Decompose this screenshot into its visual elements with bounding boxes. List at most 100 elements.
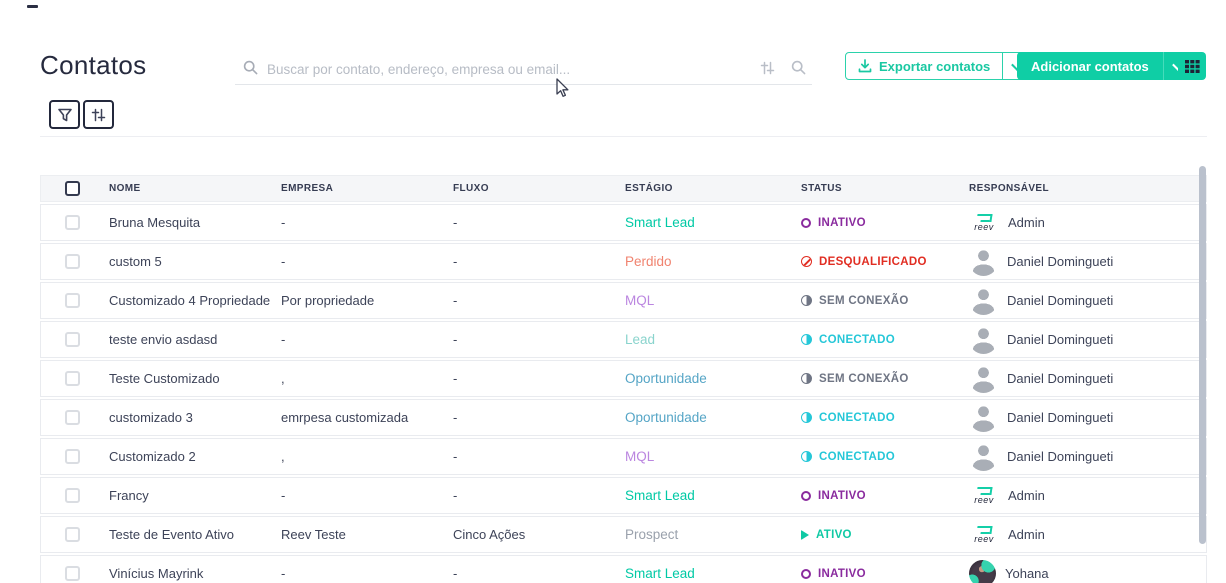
status-icon xyxy=(801,373,812,384)
status-icon xyxy=(801,568,811,579)
menu-dash xyxy=(27,5,38,8)
contact-name: Teste Customizado xyxy=(109,371,220,386)
owner-avatar xyxy=(969,208,999,238)
search-submit-icon[interactable] xyxy=(791,60,806,75)
contact-company: , xyxy=(281,449,285,464)
contact-status: DESQUALIFICADO xyxy=(801,244,927,279)
row-checkbox[interactable] xyxy=(65,527,80,542)
status-icon xyxy=(801,217,811,228)
contact-owner: Daniel Domingueti xyxy=(969,439,1113,474)
row-checkbox[interactable] xyxy=(65,449,80,464)
column-header-fluxo: FLUXO xyxy=(453,183,489,194)
table-row[interactable]: Customizado 2 , - MQL CONECTADO Daniel D… xyxy=(40,438,1207,475)
status-icon xyxy=(801,451,812,462)
contact-flow: Cinco Ações xyxy=(453,527,526,542)
export-contacts-button[interactable]: Exportar contatos xyxy=(846,53,1002,79)
row-checkbox[interactable] xyxy=(65,566,80,581)
row-checkbox[interactable] xyxy=(65,254,80,269)
table-row[interactable]: Vinícius Mayrink - - Smart Lead INATIVO … xyxy=(40,555,1207,583)
add-contacts-label: Adicionar contatos xyxy=(1031,58,1149,74)
filter-button[interactable] xyxy=(49,100,80,129)
table-row[interactable]: custom 5 - - Perdido DESQUALIFICADO Dani… xyxy=(40,243,1207,280)
add-contacts-split-button: Adicionar contatos xyxy=(1017,52,1193,80)
contact-stage: Oportunidade xyxy=(625,410,707,425)
divider xyxy=(40,136,1207,137)
contact-owner: Admin xyxy=(969,517,1045,552)
add-dropdown-toggle[interactable] xyxy=(1162,52,1193,80)
owner-avatar xyxy=(969,247,998,276)
status-label: INATIVO xyxy=(818,567,866,580)
contact-company: - xyxy=(281,215,286,230)
export-contacts-split-button: Exportar contatos xyxy=(845,52,1034,80)
contact-status: CONECTADO xyxy=(801,400,895,435)
status-label: INATIVO xyxy=(818,489,866,502)
status-label: CONECTADO xyxy=(819,411,895,424)
table-row[interactable]: Teste Customizado , - Oportunidade SEM C… xyxy=(40,360,1207,397)
contact-stage: Smart Lead xyxy=(625,215,695,230)
table-row[interactable]: teste envio asdasd - - Lead CONECTADO Da… xyxy=(40,321,1207,358)
status-label: CONECTADO xyxy=(819,333,895,346)
contact-company: Por propriedade xyxy=(281,293,375,308)
contact-flow: - xyxy=(453,371,458,386)
sliders-icon xyxy=(91,108,106,121)
settings-filter-button[interactable] xyxy=(83,100,114,129)
owner-name: Daniel Domingueti xyxy=(1007,332,1114,347)
contact-stage: Lead xyxy=(625,332,656,347)
search-bar[interactable] xyxy=(235,52,812,85)
contact-status: INATIVO xyxy=(801,556,866,583)
contact-stage: MQL xyxy=(625,293,655,308)
row-checkbox[interactable] xyxy=(65,215,80,230)
table-row[interactable]: Francy - - Smart Lead INATIVO Admin xyxy=(40,477,1207,514)
search-input[interactable] xyxy=(265,56,699,82)
contact-name: customizado 3 xyxy=(109,410,193,425)
contact-company: - xyxy=(281,332,286,347)
add-contacts-button[interactable]: Adicionar contatos xyxy=(1017,52,1163,80)
table-row[interactable]: Bruna Mesquita - - Smart Lead INATIVO Ad… xyxy=(40,204,1207,241)
download-icon xyxy=(858,59,872,73)
status-label: CONECTADO xyxy=(819,450,895,463)
contact-company: - xyxy=(281,254,286,269)
owner-name: Admin xyxy=(1008,488,1045,503)
owner-avatar xyxy=(969,325,998,354)
contact-flow: - xyxy=(453,254,458,269)
owner-name: Daniel Domingueti xyxy=(1007,449,1114,464)
row-checkbox[interactable] xyxy=(65,332,80,347)
page-title: Contatos xyxy=(40,50,147,80)
contact-owner: Admin xyxy=(969,205,1045,240)
column-header-status: STATUS xyxy=(801,183,842,194)
contact-name: Teste de Evento Ativo xyxy=(109,527,235,542)
export-contacts-label: Exportar contatos xyxy=(879,58,991,74)
export-dropdown-toggle[interactable] xyxy=(1002,53,1032,79)
funnel-icon xyxy=(57,108,72,121)
contact-name: custom 5 xyxy=(109,254,162,269)
column-header-empresa: EMPRESA xyxy=(281,183,334,194)
table-row[interactable]: Customizado 4 Propriedade Por propriedad… xyxy=(40,282,1207,319)
contact-stage: Smart Lead xyxy=(625,488,695,503)
vertical-scrollbar[interactable] xyxy=(1199,166,1206,544)
row-checkbox[interactable] xyxy=(65,488,80,503)
select-all-checkbox[interactable] xyxy=(65,181,80,196)
owner-name: Daniel Domingueti xyxy=(1007,371,1114,386)
contact-owner: Daniel Domingueti xyxy=(969,283,1113,318)
view-grid-button[interactable] xyxy=(1178,52,1206,80)
table-row[interactable]: Teste de Evento Ativo Reev Teste Cinco A… xyxy=(40,516,1207,553)
contact-stage: Smart Lead xyxy=(625,566,695,581)
owner-avatar xyxy=(969,560,996,583)
contact-flow: - xyxy=(453,332,458,347)
contact-company: emrpesa customizada xyxy=(281,410,409,425)
owner-avatar xyxy=(969,520,999,550)
contact-name: Customizado 4 Propriedade xyxy=(109,293,271,308)
status-label: INATIVO xyxy=(818,216,866,229)
row-checkbox[interactable] xyxy=(65,293,80,308)
contact-owner: Yohana xyxy=(969,556,1049,583)
advanced-filter-icon[interactable] xyxy=(760,61,775,75)
status-label: SEM CONEXÃO xyxy=(819,294,909,307)
contact-name: Bruna Mesquita xyxy=(109,215,201,230)
owner-avatar xyxy=(969,481,999,511)
table-row[interactable]: customizado 3 emrpesa customizada - Opor… xyxy=(40,399,1207,436)
contact-flow: - xyxy=(453,566,458,581)
owner-name: Admin xyxy=(1008,527,1045,542)
row-checkbox[interactable] xyxy=(65,371,80,386)
contact-company: - xyxy=(281,566,286,581)
row-checkbox[interactable] xyxy=(65,410,80,425)
